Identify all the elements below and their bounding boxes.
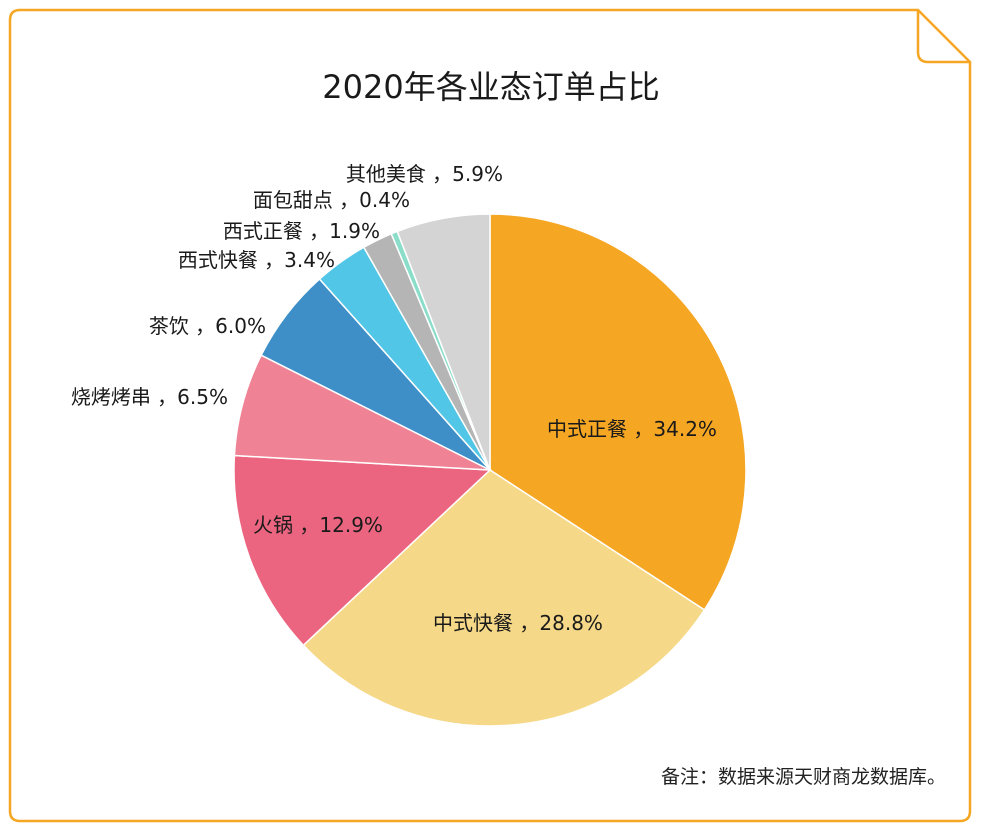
pie-slice-2 bbox=[302, 469, 706, 727]
slice-label-1: 中式正餐 ，34.2% bbox=[547, 417, 717, 441]
pie-chart bbox=[233, 213, 747, 727]
slice-label-7: 西式正餐 ，1.9% bbox=[223, 219, 380, 243]
slice-label-9: 其他美食 ，5.9% bbox=[346, 162, 503, 186]
slice-label-5: 茶饮 ，6.0% bbox=[149, 314, 266, 338]
pie-labels: 中式正餐 ，34.2% 中式快餐 ，28.8% 火锅 ，12.9% 烧烤烤串 ，6.5… bbox=[71, 162, 717, 635]
slice-label-8: 面包甜点 ，0.4% bbox=[253, 188, 410, 212]
pie-slice-3 bbox=[233, 454, 492, 647]
slice-label-6: 西式快餐 ，3.4% bbox=[178, 248, 335, 272]
frame-fold-corner bbox=[916, 10, 970, 64]
source-note: 备注：数据来源天财商龙数据库。 bbox=[660, 766, 946, 788]
slice-label-4: 烧烤烤串 ，6.5% bbox=[71, 385, 228, 409]
chart-title: 2020年各业态订单占比 bbox=[322, 68, 660, 106]
slice-label-2: 中式快餐 ，28.8% bbox=[433, 611, 603, 635]
pie-slice-9 bbox=[396, 213, 491, 471]
slice-label-3: 火锅 ，12.9% bbox=[253, 513, 383, 537]
